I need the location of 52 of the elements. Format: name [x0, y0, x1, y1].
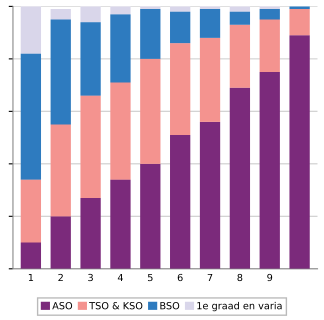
bar	[289, 35, 310, 269]
bar	[20, 242, 42, 269]
bar	[80, 22, 101, 96]
bar	[110, 6, 131, 14]
bar	[200, 9, 220, 38]
bar	[170, 6, 190, 12]
bar	[289, 6, 310, 10]
legend-label: TSO & KSO	[89, 302, 142, 310]
x-tick-label: 2	[58, 274, 63, 282]
bar	[140, 164, 160, 269]
x-tick-label: 1	[28, 274, 34, 282]
x-tick-label: 9	[267, 274, 272, 282]
bar	[80, 6, 101, 22]
bar	[140, 6, 160, 10]
bar	[260, 6, 280, 10]
x-tick-label: 5	[148, 274, 153, 282]
legend-label: 1e graad en varia	[197, 302, 282, 312]
x-tick-label: 8	[237, 274, 242, 282]
bar	[200, 122, 220, 269]
legend-label: ASO	[52, 302, 72, 310]
bar	[110, 14, 131, 82]
bar	[20, 6, 42, 54]
bar	[230, 88, 250, 269]
bar	[200, 6, 220, 10]
bar	[50, 20, 71, 124]
bar	[230, 24, 250, 88]
legend-label: BSO	[160, 302, 180, 310]
bar	[260, 72, 280, 269]
bar	[110, 82, 131, 180]
bar	[170, 134, 190, 269]
bar	[230, 6, 250, 12]
bar	[260, 20, 280, 72]
x-tick-label: 3	[88, 274, 93, 282]
bar	[50, 216, 71, 269]
bar	[20, 54, 42, 180]
bar	[110, 180, 131, 269]
bar	[170, 43, 190, 135]
bar	[80, 96, 101, 198]
x-tick-label: 4	[118, 274, 123, 282]
bar	[260, 9, 280, 20]
bar	[170, 12, 190, 44]
bar	[50, 9, 71, 20]
bar	[20, 180, 42, 243]
bar	[140, 58, 160, 164]
bar	[80, 198, 101, 269]
bar	[140, 9, 160, 59]
x-tick-label: 6	[178, 274, 183, 282]
bar	[289, 9, 310, 36]
x-tick-label: 7	[208, 274, 212, 282]
bar	[230, 12, 250, 25]
bar	[200, 38, 220, 122]
bar	[50, 124, 71, 216]
